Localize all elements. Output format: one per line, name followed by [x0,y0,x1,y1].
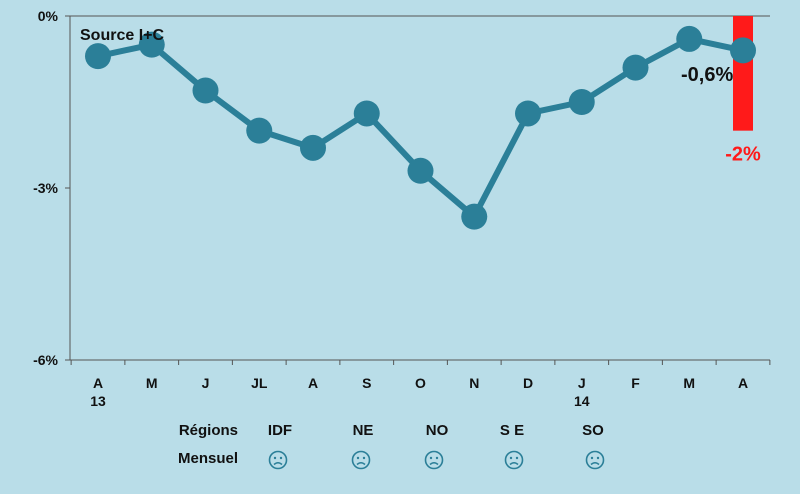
x-tick-label: A [308,375,318,391]
sad-face-icon [585,450,605,470]
region-idf: IDF [267,422,293,439]
x-tick-label: J [202,375,210,391]
data-point [246,117,273,144]
regions-row: Régions IDF NE NO S E SO [0,422,800,446]
x-tick-label: O [415,375,426,391]
region-idf-mood [248,450,308,474]
y-tick-label: -6% [33,352,58,368]
data-point [407,157,434,184]
bar [733,16,753,131]
data-point [353,100,380,127]
x-tick-label: J [578,375,586,391]
y-ticks: 0% -3% -6% [33,8,70,368]
x-tick-label: N [469,375,479,391]
region-so: SO [582,422,604,439]
region-no-mood [404,450,464,474]
bar-value-label: -2% [725,144,761,166]
y-tick-label: 0% [38,8,59,24]
data-point [461,203,488,230]
regions-label: Régions [178,422,238,439]
x-year-label: 14 [574,393,590,409]
x-tick-label: F [631,375,640,391]
line-value-callout: -0,6% [681,64,733,86]
sad-face-icon [268,450,288,470]
data-point [568,89,595,115]
region-ne: NE [352,422,374,439]
series-layer [85,25,756,230]
region-se-mood [484,450,544,474]
x-tick-label: M [683,375,695,391]
data-point [138,31,165,58]
data-point [676,25,703,52]
sad-face-icon [424,450,444,470]
data-point [85,43,111,70]
data-point [622,54,649,81]
region-no: NO [425,422,449,439]
region-so-mood [565,450,625,474]
data-point [192,77,219,104]
monthly-row: Mensuel [0,450,800,474]
x-tick-labels: A 13 M J JL A S O N D J 14 F M A [70,360,771,409]
x-tick-label: JL [251,375,268,391]
sad-face-icon [504,450,524,470]
region-se: S E [499,422,525,439]
region-ne-mood [331,450,391,474]
x-tick-label: D [523,375,533,391]
line-chart: 0% -3% -6% -2% A 13 M J JL A S O N D J 14 F M A Source I… [33,8,771,409]
data-point [730,37,756,64]
y-tick-label: -3% [33,180,58,196]
source-label: Source I+C [80,27,164,44]
x-tick-label: S [362,375,371,391]
x-year-label: 13 [90,393,106,409]
data-point [300,134,326,161]
monthly-label: Mensuel [177,450,238,467]
sad-face-icon [351,450,371,470]
x-tick-label: M [146,375,158,391]
data-point [515,100,541,127]
x-tick-label: A [93,375,103,391]
x-tick-label: A [738,375,748,391]
